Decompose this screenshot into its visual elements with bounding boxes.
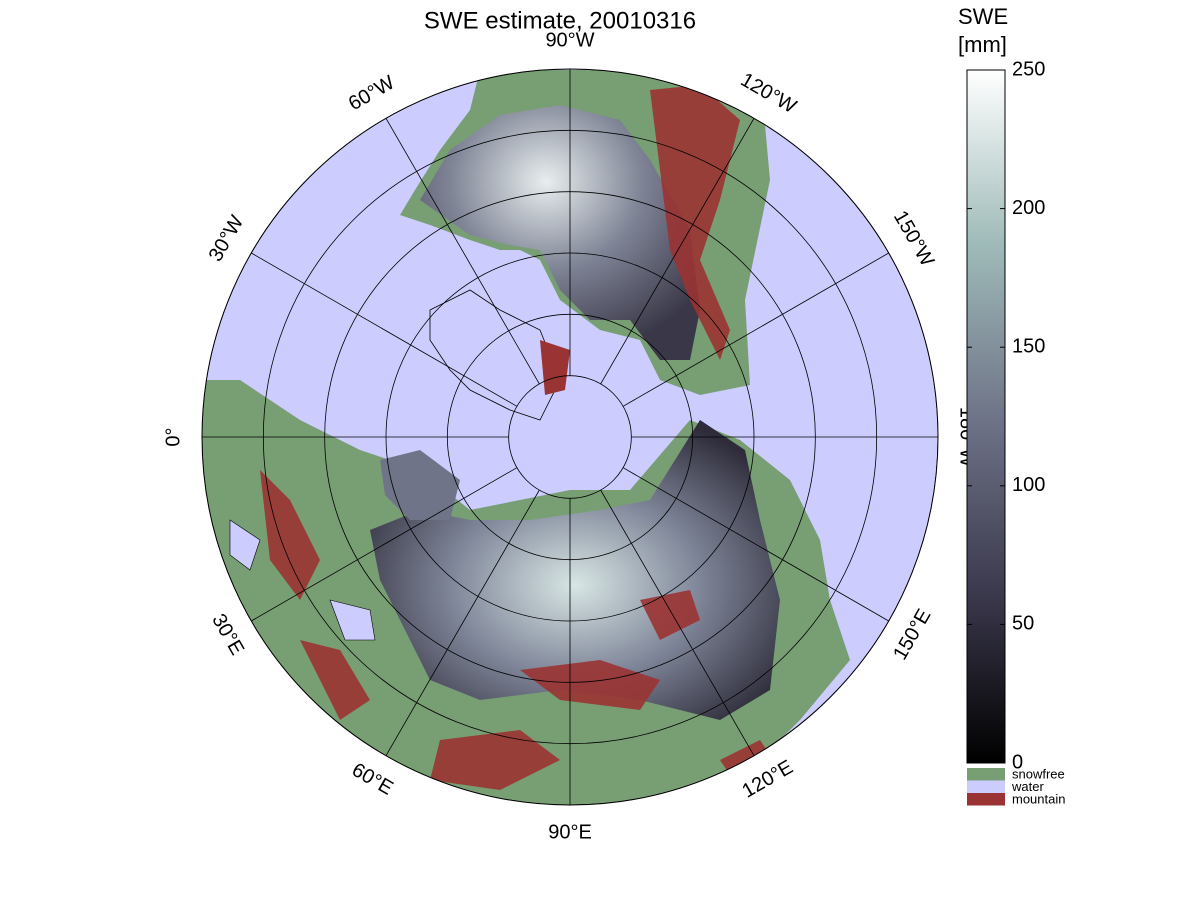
mountain-eurasia xyxy=(260,470,780,790)
snow-eurasia xyxy=(370,420,780,720)
meridian xyxy=(385,118,540,385)
longitude-label: 0° xyxy=(162,427,184,446)
map-disk xyxy=(202,69,938,805)
longitude-label: 150°W xyxy=(889,207,938,270)
longitude-label: 150°E xyxy=(889,605,935,663)
inland-water xyxy=(229,519,376,641)
colorbar-tick-label: 250 xyxy=(1012,58,1045,80)
colorbar-scale xyxy=(966,69,1006,764)
graticule xyxy=(202,69,938,805)
legend-label: mountain xyxy=(1012,791,1065,806)
map-frame xyxy=(201,68,939,806)
longitude-label: 120°E xyxy=(738,756,796,802)
legend-label: snowfree xyxy=(1012,766,1065,781)
map-title: SWE estimate, 20010316 xyxy=(424,7,696,34)
longitude-label: 60°W xyxy=(345,72,399,116)
longitude-label: 90°W xyxy=(545,29,594,51)
colorbar: SWE [mm] 0 50 100 150 200 250 snowfreewatermou… xyxy=(958,4,1065,807)
longitude-label: 60°E xyxy=(348,759,397,800)
mountain-greenland xyxy=(540,340,570,395)
meridian xyxy=(600,489,755,756)
greenland xyxy=(429,289,561,421)
colorbar-tick-label: 200 xyxy=(1012,197,1045,219)
colorbar-label: [mm] xyxy=(958,32,1007,57)
legend-swatch xyxy=(967,768,1005,781)
colorbar-label: SWE xyxy=(958,4,1008,29)
meridian xyxy=(251,252,518,407)
meridian xyxy=(385,489,540,756)
meridian xyxy=(251,467,518,622)
colorbar-tick-label: 100 xyxy=(1012,474,1045,496)
colorbar-tick-label: 0 xyxy=(1012,751,1023,773)
legend-swatch xyxy=(967,780,1005,793)
colorbar-tick-label: 150 xyxy=(1012,335,1045,357)
colorbar-tick-label: 50 xyxy=(1012,613,1034,635)
snow-north-america xyxy=(420,105,700,360)
mountain-rockies xyxy=(650,85,740,360)
snow-scandinavia xyxy=(380,450,460,520)
longitude-label: 30°E xyxy=(207,610,248,659)
legend-label: water xyxy=(1011,779,1044,794)
longitude-label: 120°W xyxy=(737,69,800,118)
meridian xyxy=(622,252,889,407)
longitude-label: 30°W xyxy=(205,212,249,266)
legend-swatch xyxy=(967,793,1005,806)
longitude-label: 90°E xyxy=(548,821,592,843)
meridian xyxy=(622,467,889,622)
meridian xyxy=(600,118,755,385)
